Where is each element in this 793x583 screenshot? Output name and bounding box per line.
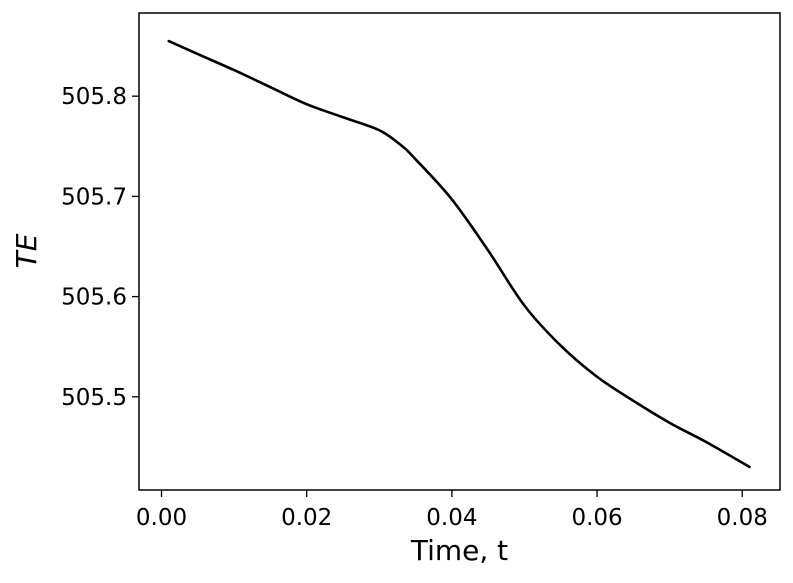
y-tick-label: 505.6 — [61, 285, 127, 311]
x-tick-label: 0.00 — [136, 505, 187, 531]
y-tick-label: 505.8 — [61, 84, 127, 110]
y-tick-label: 505.7 — [61, 184, 127, 210]
x-tick-label: 0.08 — [717, 505, 768, 531]
x-tick-label: 0.06 — [571, 505, 622, 531]
tick-layer: 0.00 0.02 0.04 0.06 0.08 505.5 505.6 505.7 505.8 — [61, 84, 768, 531]
x-tick-label: 0.02 — [281, 505, 332, 531]
x-tick-label: 0.04 — [426, 505, 477, 531]
x-axis-label: Time, t — [410, 534, 508, 567]
y-tick-label: 505.5 — [61, 385, 127, 411]
y-axis-label: TE — [10, 233, 43, 268]
plot-layer — [167, 39, 751, 469]
plot-frame — [138, 12, 781, 491]
series-line-0 — [167, 39, 751, 469]
